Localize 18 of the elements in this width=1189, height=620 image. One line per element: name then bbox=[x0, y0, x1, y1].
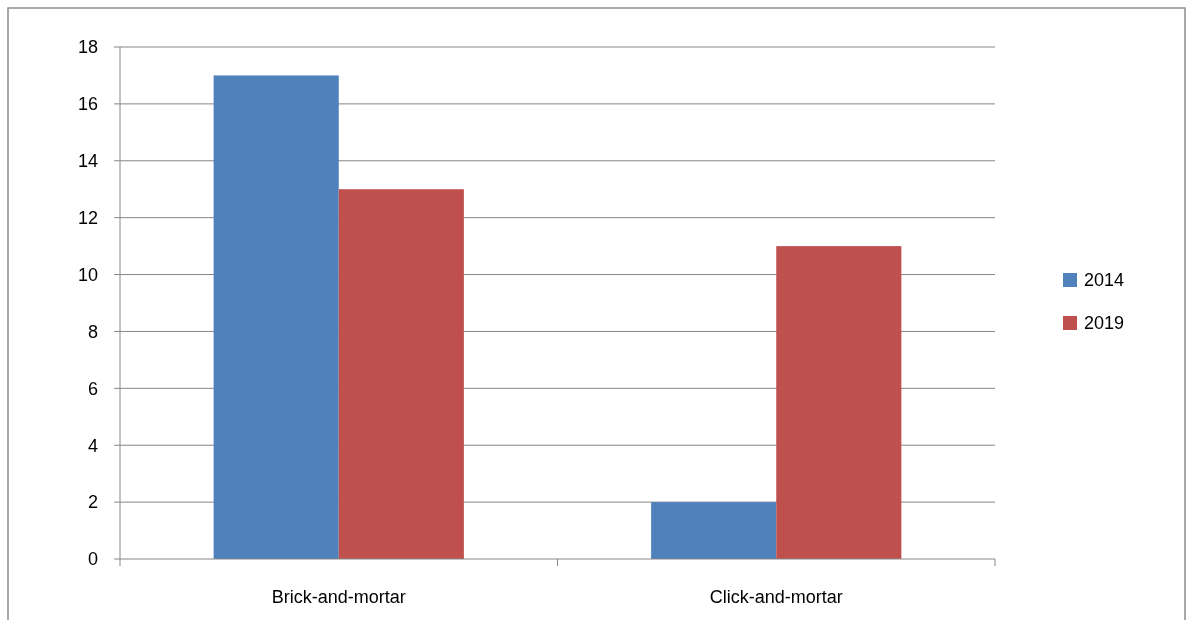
y-tick-label: 10 bbox=[77, 264, 98, 285]
y-tick-label: 0 bbox=[87, 549, 98, 570]
y-tick-label: 12 bbox=[77, 207, 98, 228]
y-tick-label: 18 bbox=[77, 37, 98, 58]
y-tick-label: 16 bbox=[77, 94, 98, 115]
bar bbox=[651, 502, 777, 559]
x-tick-label: Brick-and-mortar bbox=[271, 587, 406, 607]
y-tick-label: 6 bbox=[87, 378, 98, 399]
y-tick-label: 14 bbox=[77, 151, 98, 172]
x-tick-label: Click-and-mortar bbox=[709, 587, 843, 607]
legend-label: 2019 bbox=[1084, 313, 1125, 334]
y-tick-label: 8 bbox=[87, 321, 98, 342]
y-tick-label: 4 bbox=[87, 435, 98, 456]
bar bbox=[213, 75, 339, 559]
bar bbox=[338, 189, 464, 559]
y-tick-label: 2 bbox=[87, 492, 98, 513]
bar bbox=[776, 246, 902, 559]
legend-label: 2014 bbox=[1084, 270, 1125, 291]
